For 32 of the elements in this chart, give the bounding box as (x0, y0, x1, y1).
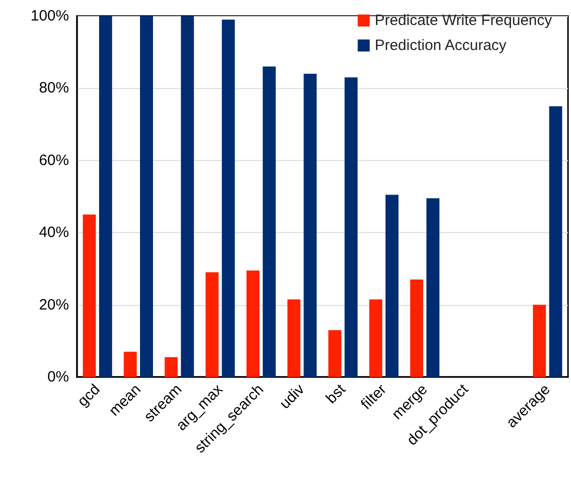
bar (304, 74, 317, 377)
bar (532, 304, 546, 377)
x-tick-label: udiv (276, 380, 308, 412)
bar (180, 16, 194, 377)
x-tick-label: bst (322, 380, 350, 408)
bar (140, 16, 153, 377)
bar (164, 357, 178, 377)
bar (206, 272, 219, 377)
y-tick-label: 80% (38, 80, 69, 97)
bar (328, 330, 342, 377)
y-tick-label: 20% (38, 296, 69, 314)
y-tick-label: 60% (38, 152, 69, 169)
bar (369, 299, 382, 377)
bar (549, 106, 562, 377)
legend-label: Prediction Accuracy (374, 37, 507, 54)
legend-label: Predicate Write Frequency (374, 12, 552, 29)
bar (426, 198, 440, 377)
bar (82, 214, 96, 377)
bar (410, 280, 424, 377)
bar (99, 16, 112, 377)
bar (262, 66, 276, 377)
bar (246, 270, 260, 377)
bar (287, 299, 300, 377)
x-tick-label: gcd (74, 380, 104, 410)
y-tick-label: 100% (30, 8, 69, 24)
y-tick-label: 40% (38, 224, 69, 242)
bar (344, 77, 358, 377)
x-tick-label: filter (358, 380, 390, 414)
bar (386, 194, 398, 377)
y-tick-label: 0% (47, 368, 69, 386)
bar (124, 352, 137, 377)
bar (222, 20, 235, 377)
